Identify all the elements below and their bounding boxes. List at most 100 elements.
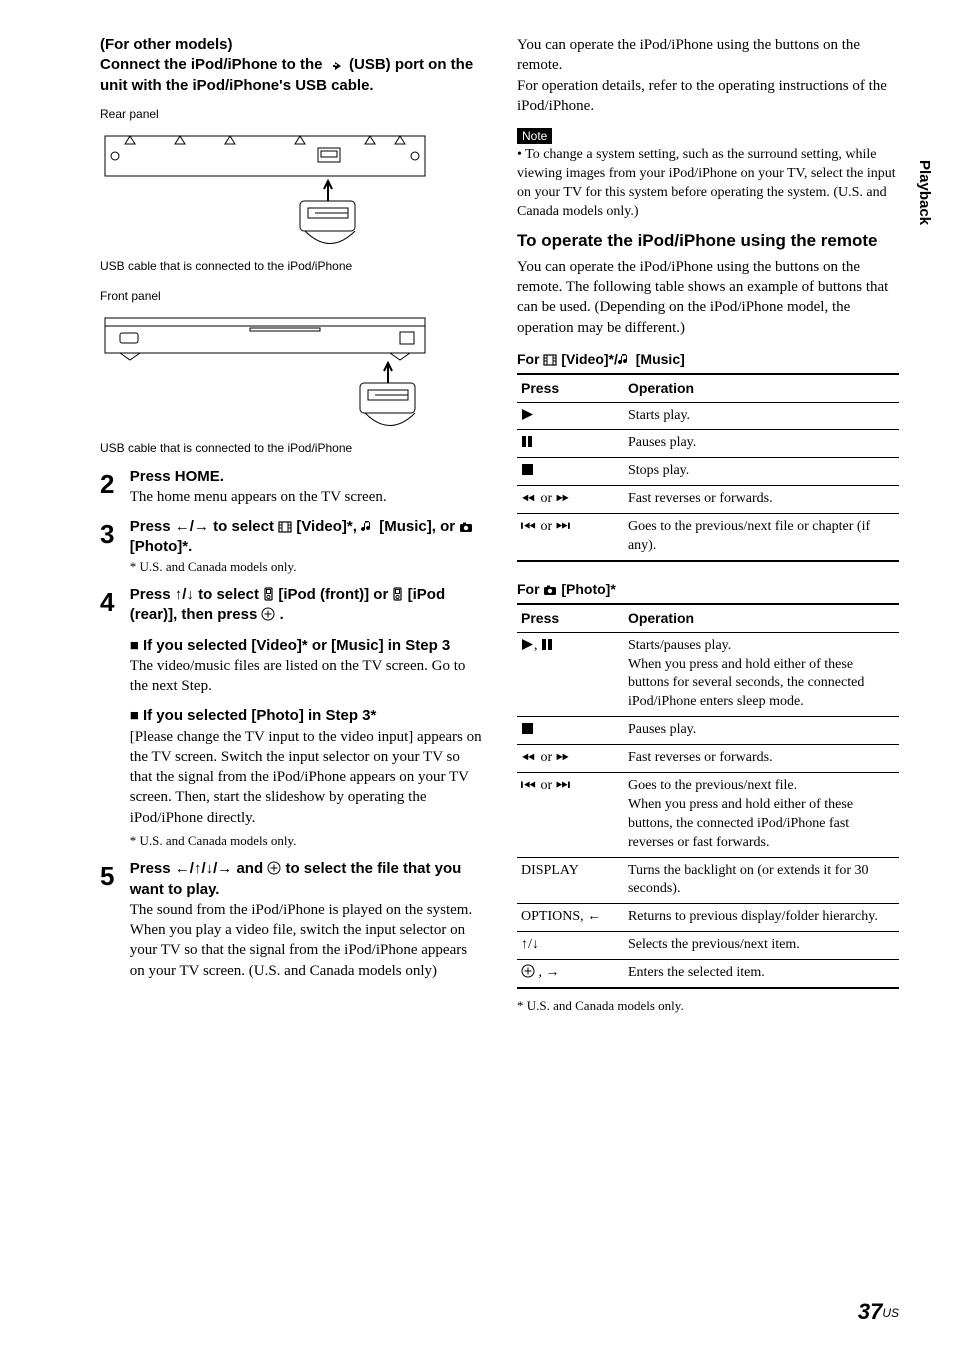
step-5: 5 Press ←/↑/↓/→ and to select the file t…: [100, 859, 482, 981]
left-column: (For other models) Connect the iPod/iPho…: [100, 35, 482, 1015]
op-cell: Stops play.: [624, 458, 899, 486]
note-block: Note: [517, 126, 899, 146]
substep-head: ■ If you selected [Photo] in Step 3*: [130, 706, 482, 726]
step-number: 4: [100, 585, 126, 620]
front-panel-diagram: [100, 308, 430, 438]
op-cell: Pauses play.: [624, 717, 899, 745]
press-cell: or: [517, 486, 624, 514]
substep-body: [Please change the TV input to the video…: [130, 727, 482, 828]
rear-panel-diagram: [100, 126, 430, 256]
step-number: 2: [100, 467, 126, 502]
step-2: 2 Press HOME. The home menu appears on t…: [100, 467, 482, 508]
next-icon: [556, 781, 572, 791]
step-3: 3 Press ←/→ to select [Video]*, [Music],…: [100, 517, 482, 575]
section-heading: To operate the iPod/iPhone using the rem…: [517, 230, 899, 253]
press-cell: DISPLAY: [517, 857, 624, 904]
step-title: Press ↑/↓ to select [iPod (front)] or [i…: [130, 585, 482, 626]
step-title: Press HOME.: [130, 467, 482, 487]
step-body-text: The sound from the iPod/iPhone is played…: [130, 900, 482, 920]
oplus-icon: [267, 861, 281, 875]
film-icon: [543, 354, 557, 366]
op-cell: Fast reverses or forwards.: [624, 486, 899, 514]
step-body-text: The home menu appears on the TV screen.: [130, 487, 482, 507]
music-icon: [618, 352, 632, 366]
th-operation: Operation: [624, 374, 899, 402]
ipod-icon: [392, 587, 403, 601]
note-label: Note: [517, 128, 552, 144]
step-body-text: When you play a video file, switch the i…: [130, 920, 482, 981]
press-cell: or: [517, 745, 624, 773]
table1-heading: For [Video]*/ [Music]: [517, 350, 899, 369]
op-cell: Returns to previous display/folder hiera…: [624, 904, 899, 932]
section-body: You can operate the iPod/iPhone using th…: [517, 257, 899, 338]
op-cell: Goes to the previous/next file.When you …: [624, 773, 899, 858]
step-footnote: * U.S. and Canada models only.: [130, 558, 482, 576]
op-cell: Enters the selected item.: [624, 960, 899, 988]
pause-icon: [521, 435, 534, 448]
stop-icon: [521, 463, 534, 476]
oplus-icon: [261, 607, 275, 621]
pause-icon: [541, 638, 554, 651]
rew-icon: [521, 753, 537, 763]
usb-caption-1: USB cable that is connected to the iPod/…: [100, 258, 482, 274]
th-press: Press: [517, 374, 624, 402]
oplus-icon: [521, 964, 535, 978]
video-music-table: PressOperation Starts play. Pauses play.…: [517, 373, 899, 562]
press-cell: , →: [517, 960, 624, 988]
op-cell: Pauses play.: [624, 430, 899, 458]
page-number: 37US: [858, 1297, 899, 1327]
photo-table: PressOperation , Starts/pauses play.When…: [517, 603, 899, 989]
press-cell: [517, 402, 624, 430]
press-cell: [517, 458, 624, 486]
op-cell: Fast reverses or forwards.: [624, 745, 899, 773]
front-panel-label: Front panel: [100, 288, 482, 304]
step-number: 3: [100, 517, 126, 552]
substep-body: The video/music files are listed on the …: [130, 656, 482, 697]
intro-text: You can operate the iPod/iPhone using th…: [517, 35, 899, 76]
stop-icon: [521, 722, 534, 735]
press-cell: or: [517, 773, 624, 858]
op-cell: Goes to the previous/next file or chapte…: [624, 514, 899, 561]
step-title: Press ←/→ to select [Video]*, [Music], o…: [130, 517, 482, 558]
usb-caption-2: USB cable that is connected to the iPod/…: [100, 440, 482, 456]
next-icon: [556, 522, 572, 532]
th-press: Press: [517, 604, 624, 632]
right-column: You can operate the iPod/iPhone using th…: [517, 35, 899, 1015]
fwd-icon: [556, 753, 572, 763]
step-4: 4 Press ↑/↓ to select [iPod (front)] or …: [100, 585, 482, 849]
press-cell: or: [517, 514, 624, 561]
other-models-label: (For other models): [100, 35, 482, 55]
th-operation: Operation: [624, 604, 899, 632]
step-footnote: * U.S. and Canada models only.: [130, 832, 482, 850]
op-cell: Starts/pauses play.When you press and ho…: [624, 632, 899, 717]
camera-icon: [459, 521, 473, 533]
press-cell: ,: [517, 632, 624, 717]
ipod-icon: [263, 587, 274, 601]
film-icon: [278, 521, 292, 533]
camera-icon: [543, 584, 557, 596]
play-icon: [521, 408, 534, 421]
press-cell: [517, 430, 624, 458]
play-icon: [521, 638, 534, 651]
rew-icon: [521, 494, 537, 504]
table-footnote: * U.S. and Canada models only.: [517, 997, 899, 1015]
press-cell: OPTIONS, ←: [517, 904, 624, 932]
rear-panel-label: Rear panel: [100, 106, 482, 122]
step-number: 5: [100, 859, 126, 894]
step-title: Press ←/↑/↓/→ and to select the file tha…: [130, 859, 482, 900]
music-icon: [361, 519, 375, 533]
thumb-tab: Playback: [914, 160, 934, 225]
op-cell: Starts play.: [624, 402, 899, 430]
press-cell: ↑/↓: [517, 932, 624, 960]
note-body: • To change a system setting, such as th…: [517, 146, 899, 222]
prev-icon: [521, 781, 537, 791]
prev-icon: [521, 522, 537, 532]
substep-head: ■ If you selected [Video]* or [Music] in…: [130, 636, 482, 656]
table2-heading: For [Photo]*: [517, 580, 899, 599]
usb-icon: [331, 59, 345, 71]
op-cell: Turns the backlight on (or extends it fo…: [624, 857, 899, 904]
fwd-icon: [556, 494, 572, 504]
op-cell: Selects the previous/next item.: [624, 932, 899, 960]
connect-instruction: Connect the iPod/iPhone to the (USB) por…: [100, 55, 482, 96]
press-cell: [517, 717, 624, 745]
